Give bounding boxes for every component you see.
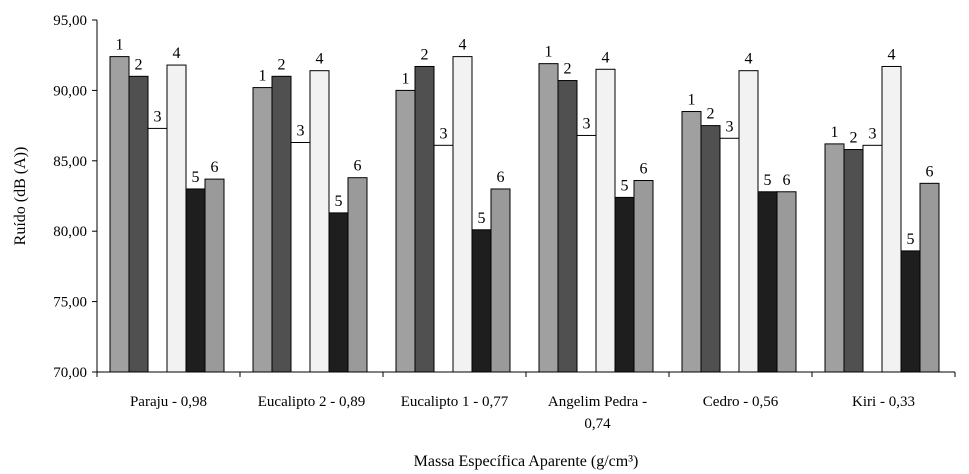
bar-series-3 [576,134,597,373]
bar-series-5 [900,250,921,373]
x-category-label-line: Kiri - 0,33 [852,394,915,410]
x-category-label-line: 0,74 [584,416,611,432]
bar-data-label: 1 [116,37,124,54]
bar-series-5 [185,188,206,373]
x-category-label-line: Cedro - 0,56 [703,394,779,410]
x-axis: Paraju - 0,98 Eucalipto 2 - 0,89 Eucalipto… [96,371,956,432]
bar-data-label: 4 [459,37,467,54]
bar-series-2 [128,75,149,373]
bar-series-1 [395,89,416,373]
bar-series-2 [414,65,435,373]
bar-data-label: 3 [297,122,305,139]
bar-series-6 [776,191,797,373]
bar-data-label: 3 [154,108,162,125]
x-category-label: Eucalipto 1 - 0,77 [401,394,509,410]
bar-series-5 [328,212,349,373]
bar-series-3 [147,127,168,373]
bar-series-5 [471,229,492,373]
bar-data-label: 5 [335,193,343,210]
bar-data-label: 1 [831,124,839,141]
x-category-label: Kiri - 0,33 [852,394,915,410]
bar-data-label: 2 [564,61,572,78]
bar-data-label: 1 [402,70,410,87]
bar-series-5 [614,196,635,373]
bar-data-label: 6 [211,159,219,176]
bar-series-4 [595,68,616,373]
bar-data-label: 2 [135,56,143,73]
bar-data-label: 5 [764,172,772,189]
bar-series-2 [700,125,721,373]
bar-series-1 [681,111,702,373]
bar-series-6 [204,178,225,373]
bar-data-label: 5 [192,169,200,186]
x-category-label-line: Eucalipto 2 - 0,89 [258,394,365,410]
bar-data-label: 2 [278,56,286,73]
bar-series-3 [433,144,454,373]
bar-data-label: 6 [926,163,934,180]
bars-group [109,56,940,373]
bar-data-label: 5 [907,231,915,248]
x-category-label: Paraju - 0,98 [130,394,207,410]
x-category-label: Eucalipto 2 - 0,89 [258,394,365,410]
bar-series-1 [538,63,559,373]
bar-series-1 [824,143,845,373]
bar-data-label: 6 [783,172,791,189]
bar-series-2 [557,80,578,373]
y-axis-title: Ruído (dB (A)) [12,147,29,246]
y-tick-label: 95,00 [53,13,87,29]
bar-data-label: 3 [726,118,734,135]
bar-series-4 [881,65,902,373]
y-tick-label: 75,00 [53,295,87,311]
bar-data-label: 1 [688,92,696,109]
bar-series-3 [719,137,740,373]
bar-series-4 [166,64,187,373]
bar-series-2 [271,75,292,373]
bar-series-4 [738,70,759,373]
bar-data-label: 6 [640,161,648,178]
bar-series-3 [862,144,883,373]
bar-data-label: 5 [621,177,629,194]
bar-data-label: 1 [259,68,267,85]
bar-data-label: 1 [545,44,553,61]
bar-data-label: 4 [316,51,324,68]
bar-series-4 [452,56,473,373]
bar-series-6 [347,177,368,373]
x-category-label-line: Paraju - 0,98 [130,394,207,410]
x-category-label-line: Eucalipto 1 - 0,77 [401,394,509,410]
bar-data-label: 3 [440,125,448,142]
bar-data-label: 4 [602,49,610,66]
bar-series-6 [490,188,511,373]
bar-data-label: 2 [707,106,715,123]
bar-series-2 [843,149,864,373]
bar-data-label: 5 [478,210,486,227]
bar-data-label: 6 [497,169,505,186]
bar-data-label: 4 [173,45,181,62]
x-category-label-line: Angelim Pedra - [548,394,647,410]
bar-data-label: 4 [888,46,896,63]
bar-data-label: 4 [745,51,753,68]
y-tick-label: 80,00 [53,224,87,240]
bar-series-1 [252,87,273,373]
y-axis: 70,00 75,00 80,00 85,00 90,00 95,00 [53,13,98,381]
bar-series-4 [309,70,330,373]
bar-series-5 [757,191,778,373]
bar-data-label: 6 [354,158,362,175]
bar-data-label: 2 [850,130,858,147]
bar-data-label: 2 [421,46,429,63]
bar-series-1 [109,56,130,373]
bar-data-label: 3 [869,125,877,142]
x-category-label: Cedro - 0,56 [703,394,779,410]
bar-series-6 [919,182,940,373]
bar-series-6 [633,180,654,373]
bar-series-3 [290,141,311,373]
x-axis-title: Massa Específica Aparente (g/cm³) [414,453,639,470]
y-tick-label: 90,00 [53,83,87,99]
y-tick-label: 85,00 [53,154,87,170]
y-tick-label: 70,00 [53,365,87,381]
bar-data-label: 3 [583,115,591,132]
x-category-label: Angelim Pedra - 0,74 [548,394,647,432]
